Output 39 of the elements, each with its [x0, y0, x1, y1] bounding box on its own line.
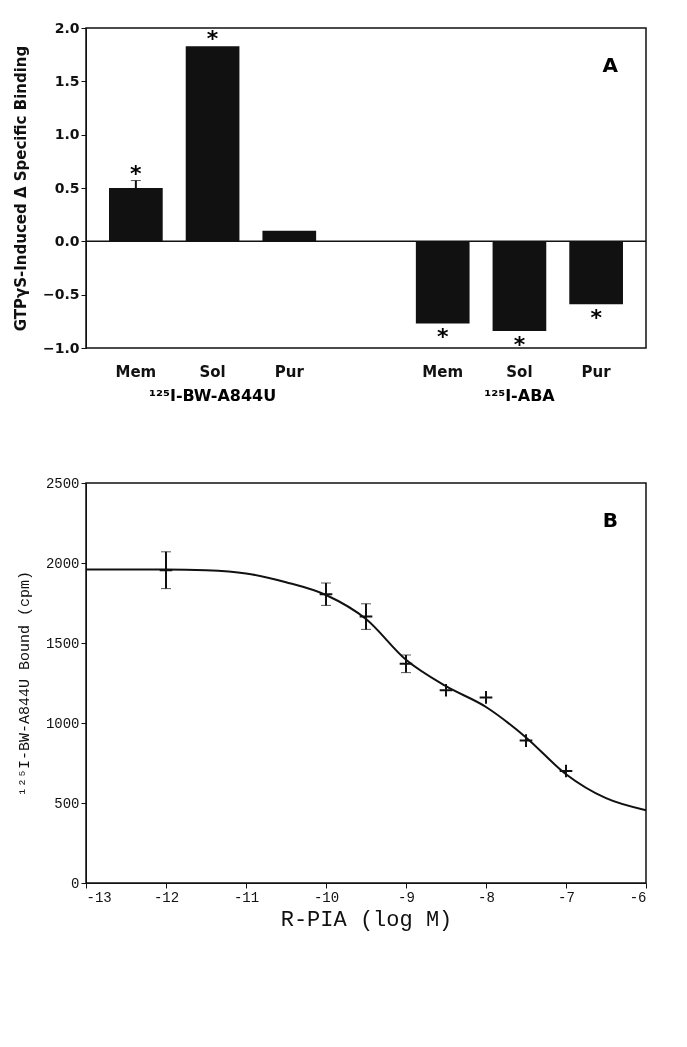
text: ¹²⁵I-BW-A844U — [148, 386, 277, 405]
y-axis-title: ¹²⁵I-BW-A844U Bound (cpm) — [16, 570, 34, 797]
x-tick-label: -13 — [86, 889, 112, 906]
y-tick-label: 2000 — [45, 555, 80, 572]
y-tick-label: 2.0 — [54, 19, 80, 36]
x-tick-label: Sol — [506, 362, 533, 381]
x-tick-label: -9 — [398, 889, 415, 906]
y-tick-label: 0 — [71, 875, 80, 892]
x-tick-label: -10 — [313, 889, 340, 906]
x-tick-label: Mem — [422, 362, 464, 381]
x-tick-label: Pur — [581, 362, 612, 381]
data-label: * — [590, 305, 603, 331]
text: ¹²⁵I-ABA — [484, 386, 556, 405]
x-tick-label: Sol — [199, 362, 226, 381]
x-tick-label: -11 — [233, 889, 260, 906]
data-label: * — [513, 331, 526, 357]
y-tick-label: 1.0 — [54, 126, 80, 143]
y-tick-label: 500 — [54, 795, 80, 812]
x-tick-label: Pur — [274, 362, 305, 381]
y-tick-label: 1000 — [45, 715, 80, 732]
x-tick-label: -7 — [558, 889, 575, 906]
x-axis-title: R-PIA (log M) — [280, 907, 453, 933]
y-tick-label: −0.5 — [42, 286, 80, 303]
data-label: * — [206, 26, 219, 52]
data-label: * — [130, 160, 143, 186]
text: B — [602, 508, 618, 532]
data-label: * — [436, 324, 449, 350]
y-tick-label: 1.5 — [54, 72, 80, 89]
y-axis-title: GTPγS-Induced Δ Specific Binding — [11, 45, 30, 332]
y-tick-label: −1.0 — [42, 339, 80, 356]
y-tick-label: 1500 — [45, 635, 80, 652]
y-tick-label: 0.5 — [54, 179, 80, 196]
x-tick-label: -8 — [478, 889, 495, 906]
x-tick-label: Mem — [115, 362, 157, 381]
x-tick-label: -6 — [629, 889, 647, 906]
text: A — [602, 53, 619, 77]
y-tick-label: 0.0 — [54, 232, 80, 249]
y-tick-label: 2500 — [45, 475, 80, 492]
x-tick-label: -12 — [153, 889, 180, 906]
